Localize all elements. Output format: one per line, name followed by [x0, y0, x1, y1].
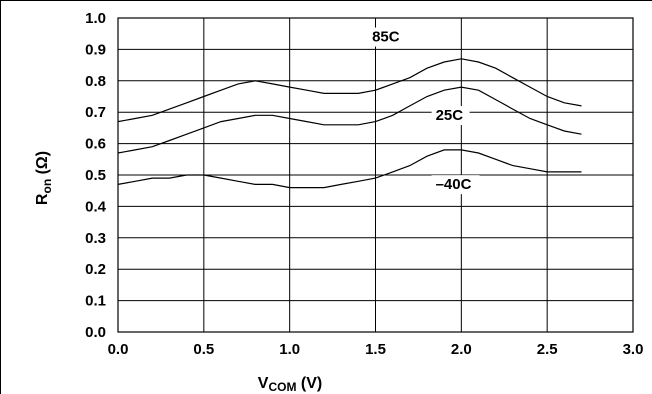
- series-label-0: 85C: [372, 29, 400, 46]
- tick-labels: 0.0 0.5 1.0 1.5 2.0 2.5 3.0 0.0 0.1 0.2 0.3 0.4 0.5 0…: [85, 10, 643, 358]
- y-tick-label: 0.8: [85, 73, 106, 90]
- y-tick-label: 0.9: [85, 41, 106, 58]
- x-axis-title-suffix: (V): [296, 375, 322, 392]
- x-tick-label: 1.0: [279, 341, 300, 358]
- plot-area-border: [117, 17, 634, 333]
- series-label-1: 25C: [436, 107, 464, 124]
- y-tick-label: 0.6: [85, 136, 106, 153]
- x-axis-title-main: V: [258, 375, 269, 392]
- x-tick-label: 0.0: [108, 341, 129, 358]
- y-tick-label: 0.1: [85, 293, 106, 310]
- grid-lines: [117, 17, 634, 333]
- x-tick-label: 1.5: [365, 341, 386, 358]
- series-line-0: [117, 58, 582, 123]
- x-tick-label: 3.0: [623, 341, 644, 358]
- y-tick-label: 0.3: [85, 230, 106, 247]
- x-axis-title: VCOM (V): [258, 375, 322, 394]
- series-lines: [117, 58, 582, 189]
- y-tick-label: 0.5: [85, 167, 106, 184]
- series-label-bg: [368, 27, 407, 47]
- series-label-2: –40C: [436, 176, 472, 193]
- series-label-bg: [431, 175, 480, 195]
- y-tick-label: 0.7: [85, 104, 106, 121]
- y-axis-title-main: R: [34, 193, 51, 205]
- series-labels: 85C 25C –40C: [368, 27, 480, 195]
- x-tick-label: 2.0: [451, 341, 472, 358]
- series-line-2: [117, 149, 582, 189]
- y-axis-title-sub: on: [40, 179, 54, 194]
- x-tick-label: 2.5: [537, 341, 558, 358]
- y-tick-label: 1.0: [85, 10, 106, 27]
- x-tick-label: 0.5: [193, 341, 214, 358]
- y-tick-label: 0.4: [85, 198, 107, 215]
- x-axis-title-sub: COM: [268, 380, 296, 394]
- y-tick-label: 0.2: [85, 261, 106, 278]
- y-tick-label: 0.0: [85, 324, 106, 341]
- y-axis-title-suffix: (Ω): [34, 151, 51, 179]
- series-label-bg: [431, 106, 470, 126]
- y-axis-title: Ron (Ω): [34, 151, 54, 205]
- series-line-1: [117, 86, 582, 154]
